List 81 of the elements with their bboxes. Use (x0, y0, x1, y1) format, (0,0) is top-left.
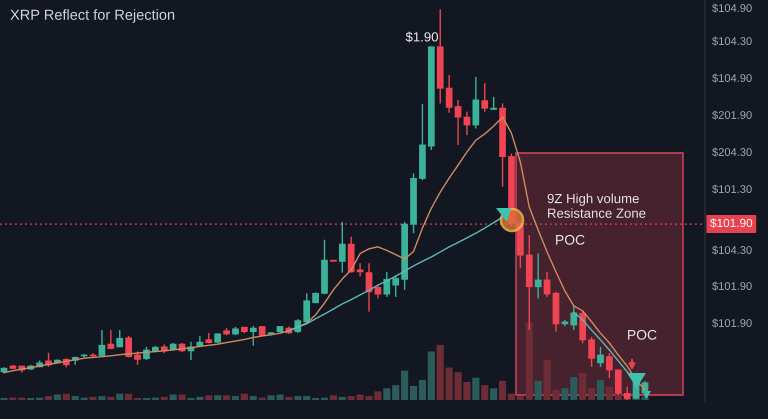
bar (98, 396, 106, 400)
candlestick (481, 82, 488, 112)
annotation: POC (556, 234, 585, 245)
bar (330, 395, 337, 400)
annotation: $1.90 (406, 32, 438, 42)
bar (338, 396, 346, 400)
bar (454, 372, 462, 400)
candlestick (597, 346, 604, 368)
bar (374, 391, 382, 400)
bar (552, 390, 560, 400)
bar (481, 385, 488, 400)
bar (534, 380, 542, 400)
candlestick (116, 329, 124, 348)
bar (596, 380, 604, 400)
bar (472, 378, 480, 400)
bar (89, 396, 97, 400)
text: $104.90 (712, 4, 752, 13)
bar (107, 396, 114, 400)
candlestick (250, 325, 257, 346)
bar (205, 395, 212, 400)
candlestick (534, 252, 542, 300)
bar (588, 388, 596, 400)
candlestick (366, 262, 372, 312)
bar (116, 394, 124, 400)
candlestick (214, 332, 222, 344)
bar (498, 380, 506, 400)
bar (240, 394, 248, 400)
bar (544, 360, 551, 400)
bar (214, 395, 222, 400)
candlestick (544, 271, 550, 298)
candlestick (392, 276, 400, 298)
bar (418, 380, 426, 400)
bar (125, 394, 132, 400)
candlestick (588, 336, 595, 368)
candlestick (490, 96, 498, 111)
text: $104.30 (712, 246, 752, 255)
candlestick (356, 262, 364, 278)
bar (268, 395, 275, 400)
candlestick (454, 99, 462, 146)
bar (232, 396, 240, 400)
annotation: POC (628, 330, 657, 340)
candlestick (98, 329, 106, 357)
bar (428, 352, 435, 400)
bar (463, 382, 471, 400)
bar (223, 395, 230, 400)
text: $101.30 (712, 184, 752, 194)
candlestick (134, 350, 141, 366)
candlestick (570, 304, 578, 331)
text: $204.30 (712, 148, 752, 157)
candlestick (125, 335, 132, 358)
candlestick (606, 352, 613, 379)
chart-title: XRP Reflect for Rejection (10, 9, 174, 23)
bar (410, 386, 418, 400)
candlestick (338, 221, 346, 274)
bar (490, 388, 498, 400)
bar (160, 396, 168, 400)
text: $101.90 (712, 282, 752, 291)
bar (170, 394, 177, 400)
candlestick (374, 284, 382, 300)
bar (276, 394, 284, 400)
text: $104.30 (712, 36, 752, 46)
bar (365, 396, 373, 400)
annotation: 9Z High volume Resistance Zone (548, 194, 646, 218)
text: $101.90 (712, 318, 752, 328)
candlestick (205, 332, 212, 344)
bar (62, 394, 70, 400)
bar (579, 373, 586, 400)
bar (250, 396, 257, 400)
bar (285, 396, 292, 400)
candlestick (107, 329, 114, 350)
candlestick (446, 74, 452, 114)
text: $101.90 (710, 218, 752, 228)
candlestick (464, 110, 470, 136)
bar (508, 394, 516, 400)
bar (196, 396, 204, 400)
bar (54, 394, 61, 400)
bar (44, 396, 52, 400)
bar (178, 394, 186, 400)
text: $104.90 (712, 74, 752, 83)
text: $201.90 (712, 110, 752, 120)
candlestick (303, 292, 310, 324)
